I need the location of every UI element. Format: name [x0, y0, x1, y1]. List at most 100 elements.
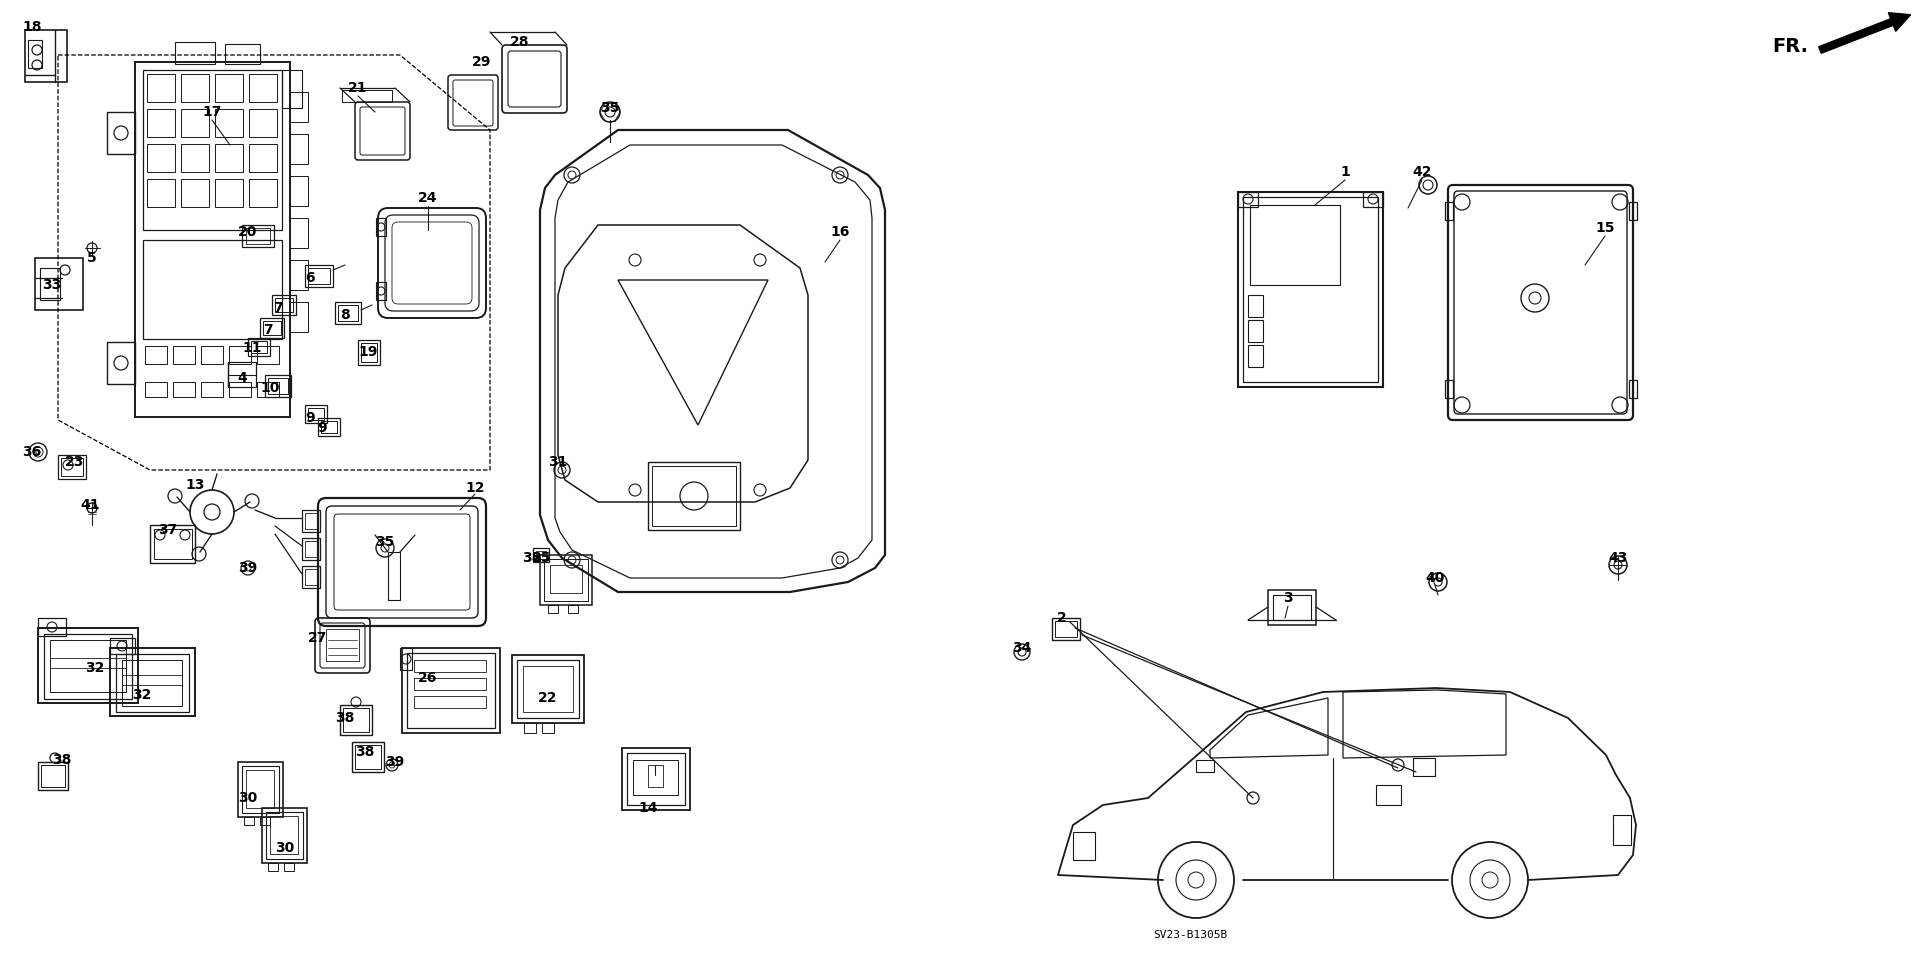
Bar: [1613, 815, 1630, 845]
Text: 41: 41: [81, 498, 100, 512]
Bar: [267, 812, 303, 859]
Bar: [1628, 380, 1638, 398]
Text: 30: 30: [275, 841, 294, 855]
Bar: [250, 109, 276, 137]
Text: 8: 8: [340, 308, 349, 322]
Bar: [1242, 197, 1379, 382]
Bar: [1238, 192, 1258, 207]
Bar: [263, 321, 280, 335]
Circle shape: [1392, 759, 1404, 771]
Text: 39: 39: [386, 755, 405, 769]
Text: 11: 11: [242, 341, 261, 355]
Bar: [361, 343, 376, 362]
Text: 26: 26: [419, 671, 438, 685]
Bar: [252, 341, 267, 353]
Bar: [415, 696, 486, 708]
Bar: [269, 378, 288, 394]
Bar: [134, 62, 290, 417]
Bar: [1073, 832, 1094, 860]
Text: 33: 33: [42, 278, 61, 292]
Bar: [301, 538, 321, 560]
Text: 42: 42: [1413, 165, 1432, 179]
Bar: [334, 302, 361, 324]
Bar: [1446, 380, 1453, 398]
Bar: [622, 748, 689, 810]
Bar: [344, 708, 369, 732]
Bar: [305, 405, 326, 423]
Bar: [242, 225, 275, 247]
Bar: [1413, 758, 1434, 776]
Bar: [290, 260, 307, 290]
Text: 17: 17: [202, 105, 221, 119]
Bar: [173, 382, 196, 397]
Bar: [148, 109, 175, 137]
Bar: [541, 723, 555, 733]
Text: 23: 23: [65, 455, 84, 469]
Bar: [38, 628, 138, 703]
Bar: [180, 109, 209, 137]
Bar: [35, 258, 83, 310]
Bar: [25, 30, 67, 82]
Bar: [649, 765, 662, 787]
Text: 31: 31: [549, 455, 568, 469]
Bar: [415, 678, 486, 690]
Text: SV23-B1305B: SV23-B1305B: [1152, 930, 1227, 940]
Bar: [146, 382, 167, 397]
Text: 32: 32: [132, 688, 152, 702]
Bar: [305, 569, 317, 585]
Bar: [180, 179, 209, 207]
Bar: [290, 302, 307, 332]
Bar: [123, 660, 182, 706]
Bar: [516, 660, 580, 718]
Bar: [1273, 595, 1311, 620]
Bar: [628, 753, 685, 805]
Bar: [273, 295, 296, 315]
Bar: [146, 346, 167, 364]
Bar: [261, 808, 307, 863]
Text: 36: 36: [23, 445, 42, 459]
Bar: [257, 382, 278, 397]
Text: 2: 2: [1058, 611, 1068, 625]
Bar: [228, 382, 252, 397]
Bar: [1628, 202, 1638, 220]
Bar: [215, 179, 244, 207]
Bar: [549, 565, 582, 593]
Bar: [1250, 205, 1340, 285]
Bar: [29, 40, 42, 68]
Text: 4: 4: [238, 371, 248, 385]
Bar: [357, 340, 380, 365]
Text: 38: 38: [336, 711, 355, 725]
Bar: [290, 218, 307, 248]
Bar: [180, 74, 209, 102]
Text: 38: 38: [522, 551, 541, 565]
Text: FR.: FR.: [1772, 36, 1809, 56]
Bar: [238, 762, 282, 817]
Bar: [58, 455, 86, 479]
Bar: [307, 408, 324, 420]
Bar: [225, 44, 259, 64]
Bar: [513, 655, 584, 723]
Bar: [282, 70, 301, 108]
Bar: [173, 346, 196, 364]
Bar: [228, 346, 252, 364]
Bar: [399, 648, 413, 670]
Text: 15: 15: [1596, 221, 1615, 235]
Bar: [150, 525, 196, 563]
Text: 25: 25: [532, 551, 551, 565]
Bar: [321, 421, 338, 433]
Bar: [108, 112, 134, 154]
Bar: [407, 653, 495, 728]
Text: 38: 38: [52, 753, 71, 767]
Bar: [290, 134, 307, 164]
Text: 7: 7: [273, 301, 282, 315]
Bar: [242, 766, 278, 813]
Bar: [142, 240, 282, 339]
Bar: [257, 346, 278, 364]
Bar: [653, 466, 735, 526]
Bar: [265, 375, 292, 397]
Bar: [1238, 192, 1382, 387]
Bar: [61, 458, 83, 476]
Text: 35: 35: [374, 535, 396, 549]
Bar: [215, 144, 244, 172]
Text: 28: 28: [511, 35, 530, 49]
